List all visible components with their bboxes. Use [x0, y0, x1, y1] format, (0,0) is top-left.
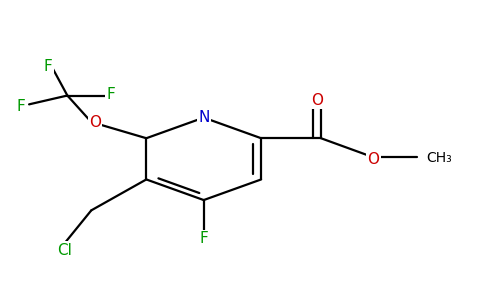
Text: O: O: [367, 152, 379, 167]
Text: O: O: [89, 115, 101, 130]
Text: O: O: [312, 93, 324, 108]
Text: F: F: [106, 87, 115, 102]
Text: F: F: [199, 231, 208, 246]
Text: N: N: [198, 110, 210, 125]
Text: F: F: [16, 99, 25, 114]
Text: CH₃: CH₃: [426, 151, 452, 165]
Text: F: F: [44, 59, 53, 74]
Text: Cl: Cl: [58, 243, 73, 258]
